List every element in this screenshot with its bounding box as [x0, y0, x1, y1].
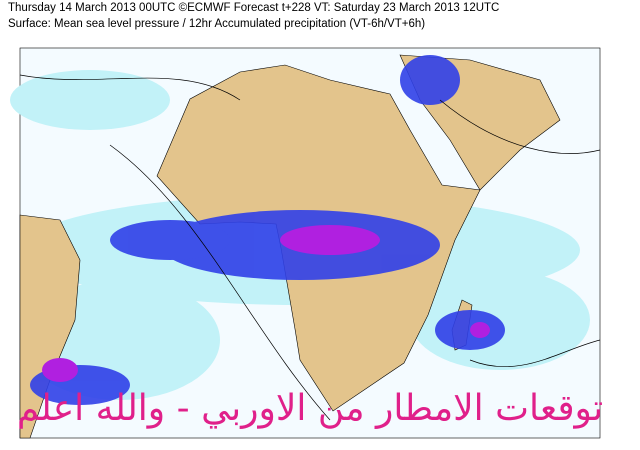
watermark: توقعات الامطار من الاوربي - والله اعلم [16, 388, 604, 429]
header-line: Surface: Mean sea level pressure / 12hr … [8, 18, 426, 30]
isobars [19, 74, 601, 421]
header-line: Thursday 14 March 2013 00UTC ©ECMWF Fore… [8, 2, 500, 14]
heavy-precip [42, 225, 490, 382]
